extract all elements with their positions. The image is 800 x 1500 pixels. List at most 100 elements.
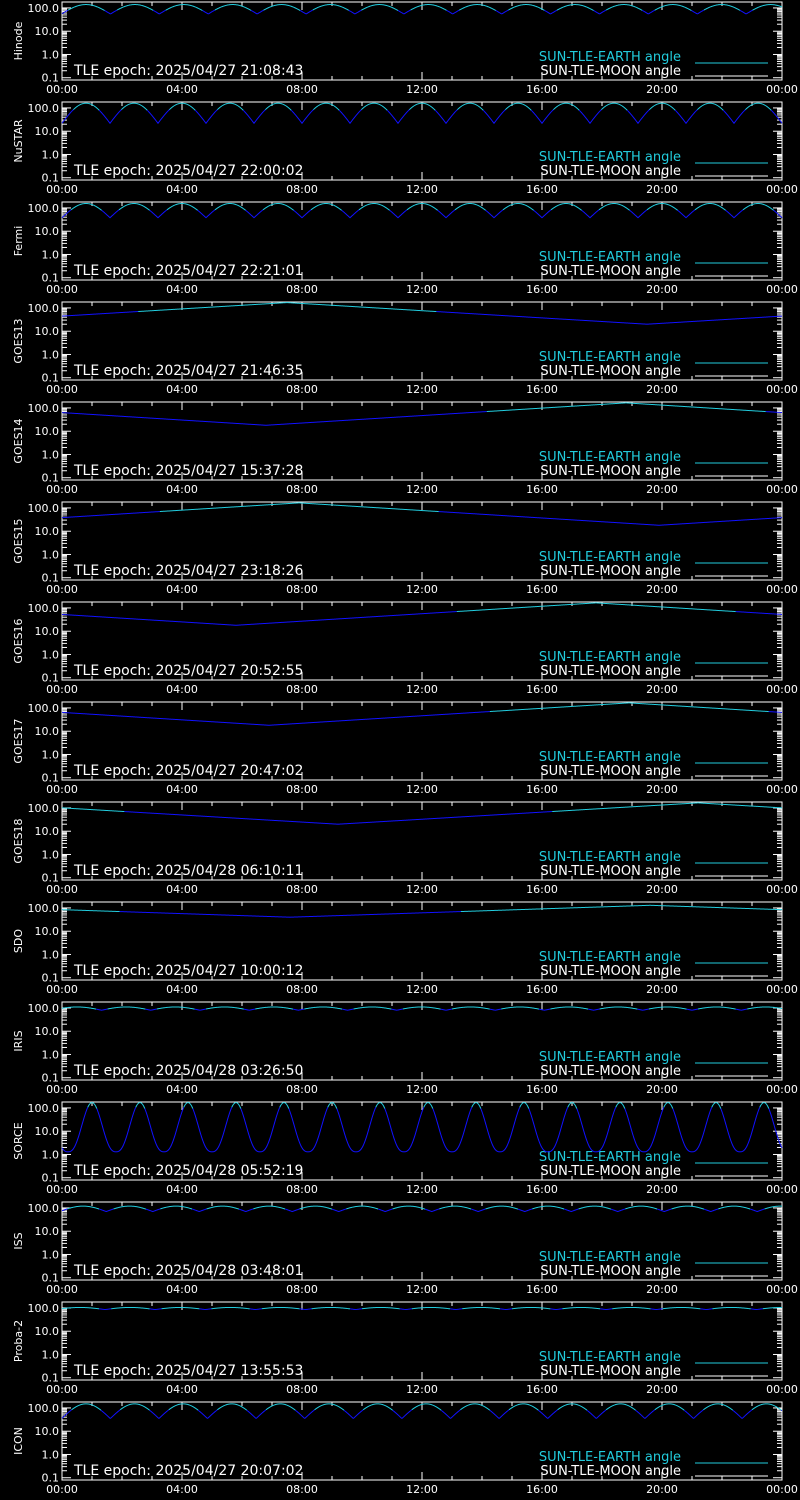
sun-tle-earth-series (61, 411, 487, 426)
legend-moon-label: SUN-TLE-MOON angle (540, 964, 681, 979)
x-tick-label: 16:00 (526, 183, 558, 196)
sun-tle-earth-series (662, 1306, 701, 1310)
satellite-name: Proba-2 (12, 1320, 25, 1362)
x-tick-label: 00:00 (766, 683, 798, 696)
sun-tle-earth-series (397, 9, 411, 15)
legend-earth-label: SUN-TLE-EARTH angle (539, 150, 681, 165)
sun-tle-earth-series (202, 9, 216, 15)
sun-tle-earth-series (206, 1205, 240, 1210)
x-tick-label: 08:00 (286, 1483, 318, 1496)
sun-tle-earth-series (160, 1205, 193, 1210)
sun-tle-earth-series (739, 9, 753, 15)
y-tick-label: 1.0 (42, 1048, 60, 1061)
sun-tle-earth-series (336, 1107, 377, 1153)
panel-sdo: 100.010.01.00.100:00 04:00 08:00 12:00 16:00… (12, 901, 798, 996)
sun-tle-earth-series (349, 1308, 363, 1311)
x-tick-label: 16:00 (526, 483, 558, 496)
y-tick-label: 10.0 (35, 1125, 60, 1138)
sun-tle-earth-series (67, 1205, 100, 1210)
sun-tle-earth-series (386, 109, 410, 125)
sun-tle-earth-series (581, 209, 600, 219)
sun-tle-earth-series (480, 1107, 521, 1153)
y-tick-label: 100.0 (28, 2, 60, 15)
sun-tle-earth-series (424, 1208, 440, 1213)
sun-tle-earth-series (624, 1107, 665, 1153)
panel-nustar: 100.010.01.00.100:00 04:00 08:00 12:00 16:00… (12, 101, 798, 196)
sun-tle-earth-series (61, 109, 74, 124)
sun-tle-earth-series (674, 109, 698, 125)
tle-epoch: TLE epoch: 2025/04/27 20:47:02 (73, 763, 303, 779)
sun-tle-earth-series (485, 209, 504, 219)
sun-tle-earth-series (246, 1409, 267, 1419)
sun-tle-earth-series (440, 1409, 461, 1419)
x-tick-label: 16:00 (526, 683, 558, 696)
sun-tle-earth-series (67, 4, 105, 11)
sun-tle-earth-series (183, 1102, 194, 1109)
sun-tle-earth-series (550, 1308, 563, 1311)
sun-tle-earth-series (389, 209, 408, 219)
sun-tle-earth-series (657, 1208, 672, 1213)
sun-tle-earth-series (61, 1107, 89, 1153)
sun-tle-earth-series (199, 1308, 212, 1311)
sun-tle-earth-series (703, 1208, 719, 1213)
x-tick-label: 20:00 (646, 1383, 678, 1396)
sun-tle-earth-series (290, 109, 314, 125)
sun-tle-earth-series (601, 102, 628, 111)
sun-tle-earth-series (499, 1308, 513, 1311)
sun-tle-earth-series (747, 1006, 783, 1010)
legend-moon-label: SUN-TLE-MOON angle (540, 364, 681, 379)
sun-tle-earth-series (261, 1306, 300, 1310)
y-tick-label: 1.0 (42, 1148, 60, 1161)
panel-iss: 100.010.01.00.100:00 04:00 08:00 12:00 16:00… (12, 1201, 798, 1296)
x-tick-label: 00:00 (766, 183, 798, 196)
x-tick-label: 00:00 (766, 383, 798, 396)
panel-hinode: 100.010.01.00.100:00 04:00 08:00 12:00 16:00… (12, 1, 798, 96)
x-tick-label: 20:00 (646, 583, 678, 596)
y-tick-label: 100.0 (28, 902, 60, 915)
panel-icon: 100.010.01.00.100:00 04:00 08:00 12:00 16:00… (12, 1401, 798, 1496)
sun-tle-earth-series (61, 1306, 100, 1310)
sun-tle-earth-series (61, 9, 69, 15)
satellite-name: ISS (12, 1232, 25, 1249)
sun-tle-earth-series (672, 1107, 713, 1153)
satellite-name: GOES18 (12, 818, 25, 863)
sun-tle-earth-series (511, 1306, 551, 1310)
sun-tle-earth-series (250, 9, 264, 15)
sun-tle-earth-series (96, 1008, 108, 1011)
sun-tle-earth-series (460, 904, 783, 913)
x-tick-label: 00:00 (766, 783, 798, 796)
sun-tle-earth-series (625, 1205, 658, 1210)
y-tick-label: 1.0 (42, 748, 60, 761)
sun-tle-earth-series (192, 1208, 207, 1213)
sun-tle-earth-series (149, 1308, 162, 1311)
x-tick-label: 04:00 (166, 783, 198, 796)
legend-earth-label: SUN-TLE-EARTH angle (539, 250, 681, 265)
satellite-name: Hinode (12, 21, 25, 60)
sun-tle-earth-series (440, 1008, 453, 1011)
x-tick-label: 00:00 (46, 183, 78, 196)
x-tick-label: 08:00 (286, 983, 318, 996)
sun-tle-earth-series (402, 1006, 441, 1010)
x-tick-label: 00:00 (46, 583, 78, 596)
sun-tle-earth-series (532, 1205, 565, 1210)
sun-tle-earth-series (646, 203, 678, 211)
sun-tle-earth-series (384, 1107, 425, 1153)
sun-tle-earth-series (454, 203, 486, 211)
tle-epoch: TLE epoch: 2025/04/28 05:52:19 (73, 1163, 303, 1179)
legend-earth-label: SUN-TLE-EARTH angle (539, 750, 681, 765)
sun-tle-earth-series (564, 1208, 579, 1213)
x-tick-label: 04:00 (166, 1483, 198, 1496)
sun-tle-earth-series (489, 702, 769, 713)
sun-tle-earth-series (361, 1306, 400, 1310)
panel-iris: 100.010.01.00.100:00 04:00 08:00 12:00 16:00… (12, 1001, 798, 1096)
sun-tle-earth-series (168, 1403, 199, 1411)
sun-tle-earth-series (161, 1306, 200, 1310)
sun-tle-earth-series (197, 209, 216, 219)
sun-tle-earth-series (100, 1409, 121, 1419)
x-tick-label: 16:00 (526, 1483, 558, 1496)
sun-tle-earth-series (517, 1208, 533, 1213)
legend-earth-label: SUN-TLE-EARTH angle (539, 1450, 681, 1465)
y-tick-label: 1.0 (42, 1448, 60, 1461)
x-tick-label: 08:00 (286, 83, 318, 96)
panel-proba-2: 100.010.01.00.100:00 04:00 08:00 12:00 16:00… (12, 1301, 798, 1396)
